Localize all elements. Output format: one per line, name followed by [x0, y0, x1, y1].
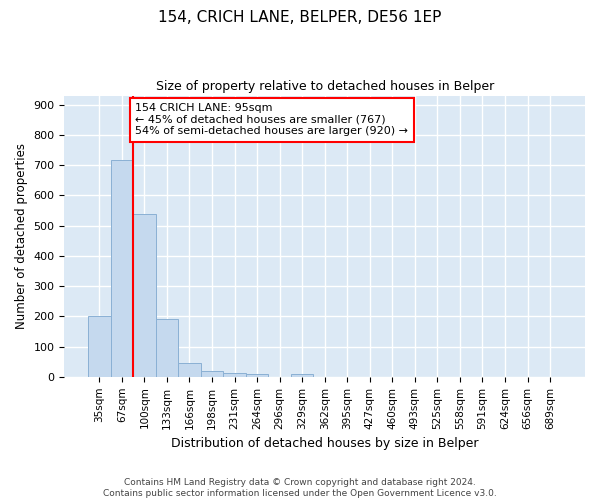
- Bar: [201, 371, 223, 377]
- Bar: [246, 374, 268, 377]
- Bar: [291, 374, 313, 377]
- Bar: [223, 372, 246, 377]
- Bar: [155, 319, 178, 377]
- Text: 154, CRICH LANE, BELPER, DE56 1EP: 154, CRICH LANE, BELPER, DE56 1EP: [158, 10, 442, 25]
- Y-axis label: Number of detached properties: Number of detached properties: [15, 143, 28, 329]
- Text: Contains HM Land Registry data © Crown copyright and database right 2024.
Contai: Contains HM Land Registry data © Crown c…: [103, 478, 497, 498]
- Bar: [110, 160, 133, 377]
- Title: Size of property relative to detached houses in Belper: Size of property relative to detached ho…: [155, 80, 494, 93]
- X-axis label: Distribution of detached houses by size in Belper: Distribution of detached houses by size …: [171, 437, 478, 450]
- Bar: [88, 316, 110, 377]
- Bar: [133, 214, 155, 377]
- Text: 154 CRICH LANE: 95sqm
← 45% of detached houses are smaller (767)
54% of semi-det: 154 CRICH LANE: 95sqm ← 45% of detached …: [136, 103, 409, 136]
- Bar: [178, 362, 201, 377]
